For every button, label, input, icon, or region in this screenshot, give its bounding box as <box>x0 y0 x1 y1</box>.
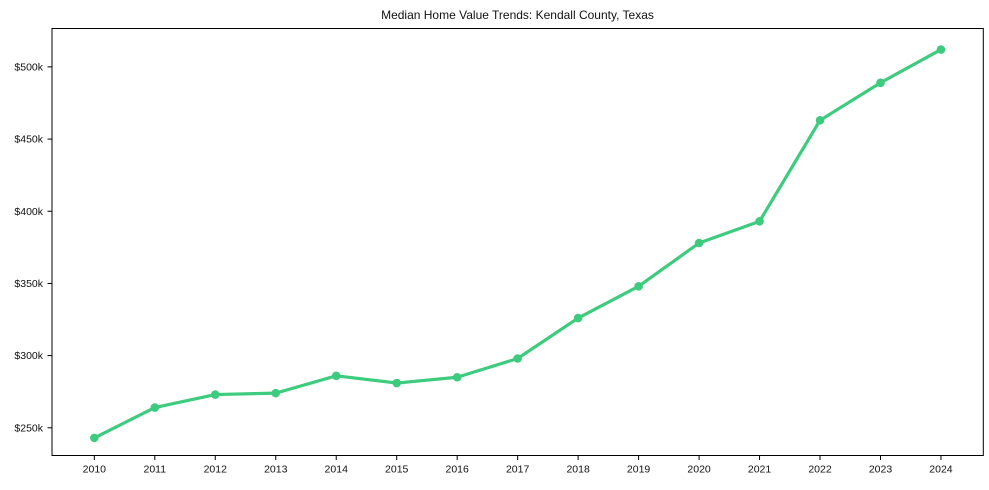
data-point-marker <box>936 45 946 54</box>
x-axis-tick-label: 2015 <box>385 464 409 476</box>
x-axis-tick-label: 2016 <box>445 464 469 476</box>
plot-border <box>51 28 984 456</box>
x-axis-tick-label: 2011 <box>144 464 167 476</box>
data-point-marker <box>452 372 462 382</box>
y-axis-tick-label: $500k <box>14 61 43 73</box>
y-axis-tick-label: $350k <box>14 278 43 290</box>
data-point-marker <box>392 378 402 388</box>
data-point-marker <box>513 354 522 363</box>
data-point-marker <box>694 238 704 248</box>
x-axis-tick-label: 2018 <box>566 464 590 476</box>
data-point-marker <box>331 371 341 381</box>
data-point-marker <box>634 282 643 291</box>
x-axis-tick-label: 2021 <box>748 464 772 476</box>
data-point-marker <box>210 390 220 399</box>
data-point-marker <box>876 78 885 88</box>
x-axis-tick-label: 2019 <box>627 464 651 476</box>
data-point-marker <box>150 403 160 412</box>
y-axis-tick-label: $300k <box>14 350 43 362</box>
data-point-marker <box>755 217 764 226</box>
x-axis-tick-label: 2023 <box>869 464 893 476</box>
trend-line <box>92 47 943 440</box>
x-axis-tick-label: 2012 <box>204 464 228 476</box>
data-point-marker <box>271 388 281 398</box>
x-axis-tick-label: 2022 <box>808 464 832 476</box>
x-axis-tick-label: 2017 <box>506 464 530 476</box>
x-axis-tick-label: 2013 <box>264 464 288 476</box>
chart-title: Median Home Value Trends: Kendall County… <box>381 8 654 22</box>
data-point-marker <box>815 116 825 125</box>
y-axis-tick-label: $400k <box>14 206 43 218</box>
x-axis-tick-label: 2010 <box>83 464 107 476</box>
x-axis-tick-label: 2014 <box>325 464 349 476</box>
x-axis-tick-label: 2024 <box>929 464 953 476</box>
y-axis-tick-label: $450k <box>14 134 43 146</box>
data-point-marker <box>90 433 99 443</box>
data-point-marker <box>573 313 583 323</box>
x-axis-tick-label: 2020 <box>687 464 711 476</box>
y-axis-tick-label: $250k <box>14 422 43 434</box>
